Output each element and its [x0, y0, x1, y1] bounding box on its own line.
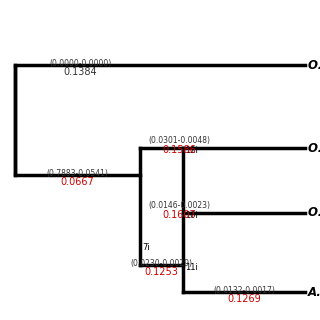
Text: 0.0667: 0.0667: [60, 177, 94, 187]
Text: (0.0301-0.0048): (0.0301-0.0048): [148, 136, 210, 145]
Text: (0.0230-0.0029): (0.0230-0.0029): [131, 259, 193, 268]
Text: O. latipes: O. latipes: [308, 59, 320, 71]
Text: O. ventralis: O. ventralis: [308, 206, 320, 220]
Text: 0.1269: 0.1269: [227, 294, 261, 304]
Text: (0.0000-0.0000): (0.0000-0.0000): [49, 59, 111, 68]
Text: (0.0146-0.0023): (0.0146-0.0023): [148, 201, 210, 210]
Text: (0.7883-0.0541): (0.7883-0.0541): [47, 169, 108, 178]
Text: 7i: 7i: [142, 243, 150, 252]
Text: O. niloticus: O. niloticus: [308, 141, 320, 155]
Text: 12i: 12i: [185, 146, 198, 155]
Text: A. burtoni: A. burtoni: [308, 285, 320, 299]
Text: 10i: 10i: [185, 211, 198, 220]
Text: (0.0132-0.0017): (0.0132-0.0017): [213, 286, 275, 295]
Text: 0.1607: 0.1607: [162, 210, 196, 220]
Text: 11i: 11i: [185, 263, 198, 272]
Text: 0.1586: 0.1586: [162, 145, 196, 155]
Text: 0.1253: 0.1253: [145, 267, 179, 277]
Text: 0.1384: 0.1384: [63, 67, 97, 77]
